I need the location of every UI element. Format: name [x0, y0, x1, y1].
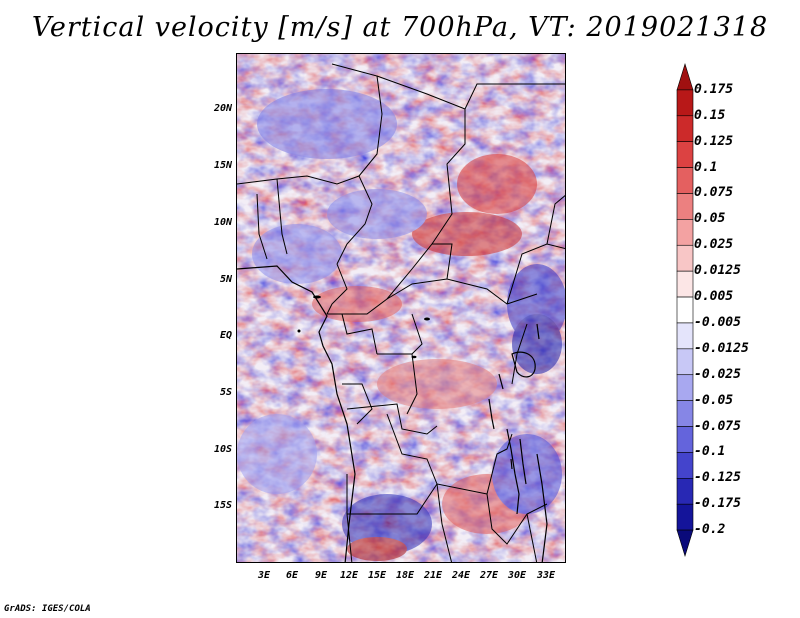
colorbar-label: -0.2: [694, 522, 726, 538]
colorbar-segment: [676, 348, 694, 376]
colorbar-label: 0.175: [694, 81, 734, 97]
colorbar-segment: [676, 426, 694, 453]
colorbar-label: 0.125: [694, 133, 734, 149]
colorbar-segment: [676, 244, 694, 272]
velocity-field: [237, 54, 565, 562]
colorbar-label: 0.075: [694, 185, 734, 201]
lon-label-24e: 24E: [451, 570, 471, 581]
lat-label-5s: 5S: [219, 387, 232, 398]
colorbar-label: -0.0125: [694, 340, 749, 356]
lat-label-10n: 10N: [213, 217, 232, 228]
lat-label-15s: 15S: [213, 500, 232, 511]
colorbar-segment: [676, 374, 694, 401]
colorbar-segment: [676, 193, 694, 220]
lon-label-6e: 6E: [285, 570, 299, 581]
lake-marks: [297, 295, 430, 359]
colorbar-segment: [676, 270, 694, 298]
colorbar-label: -0.025: [694, 366, 741, 382]
lat-label-15n: 15N: [213, 160, 232, 171]
colorbar-segment: [676, 529, 694, 558]
lon-label-21e: 21E: [423, 570, 443, 581]
colorbar-segment: [676, 322, 694, 350]
colorbar-segment: [676, 219, 694, 246]
lat-label-10s: 10S: [213, 444, 232, 455]
colorbar-segment: [676, 62, 694, 91]
lon-label-15e: 15E: [367, 570, 387, 581]
colorbar-label: 0.05: [694, 211, 726, 227]
country-borders: [237, 63, 565, 562]
colorbar-label: 0.0125: [694, 263, 741, 279]
lon-label-18e: 18E: [395, 570, 415, 581]
lon-label-30e: 30E: [507, 570, 527, 581]
colorbar-segment: [676, 89, 694, 117]
colorbar-segment: [676, 167, 694, 194]
colorbar-segment: [676, 478, 694, 505]
colorbar-label: 0.025: [694, 237, 734, 253]
colorbar-label: 0.15: [694, 107, 726, 123]
map-title: Vertical velocity [m/s] at 700hPa, VT: 2…: [31, 12, 769, 43]
colorbar-label: -0.175: [694, 496, 741, 512]
lon-label-12e: 12E: [339, 570, 359, 581]
grads-credit: GrADS: IGES/COLA: [4, 604, 91, 614]
colorbar: [676, 62, 694, 558]
colorbar-segment: [676, 141, 694, 168]
colorbar-label: 0.005: [694, 289, 734, 305]
colorbar-label: -0.1: [694, 444, 726, 460]
lon-label-33e: 33E: [536, 570, 556, 581]
colorbar-label: -0.125: [694, 470, 741, 486]
lat-label-20n: 20N: [213, 103, 232, 114]
colorbar-segments: [676, 62, 694, 558]
colorbar-label: -0.075: [694, 418, 741, 434]
lat-label-5n: 5N: [219, 274, 232, 285]
lon-label-27e: 27E: [479, 570, 499, 581]
colorbar-segment: [676, 296, 694, 324]
colorbar-segment: [676, 400, 694, 427]
colorbar-segment: [676, 115, 694, 142]
colorbar-label: 0.1: [694, 159, 718, 175]
lon-label-9e: 9E: [314, 570, 328, 581]
lon-label-3e: 3E: [257, 570, 271, 581]
colorbar-segment: [676, 503, 694, 531]
colorbar-label: -0.005: [694, 314, 741, 330]
field-regions: [237, 89, 565, 561]
map-area[interactable]: [236, 53, 566, 563]
colorbar-label: -0.05: [694, 392, 734, 408]
colorbar-segment: [676, 452, 694, 479]
lat-label-eq: EQ: [219, 330, 232, 341]
coastlines: [237, 265, 548, 562]
